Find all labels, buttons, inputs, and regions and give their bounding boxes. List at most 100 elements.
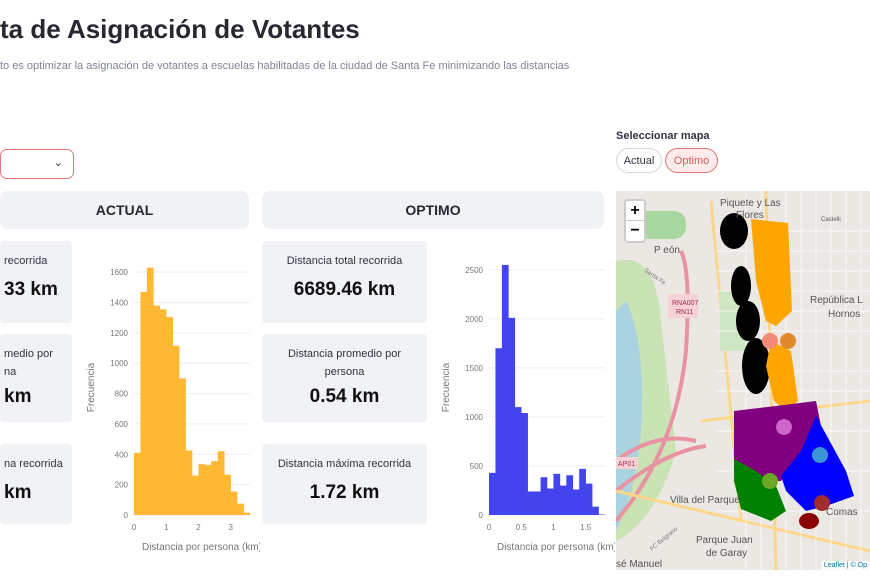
histogram-bar xyxy=(566,475,574,515)
cluster-blue xyxy=(781,416,854,511)
y-tick-label: 1000 xyxy=(110,359,128,368)
histogram-bar xyxy=(179,378,186,515)
metric-card-total: recorrida 33 km xyxy=(0,241,72,323)
histogram-bar xyxy=(140,291,148,515)
y-tick-label: 1200 xyxy=(110,329,128,338)
histogram-bar xyxy=(559,485,567,515)
histogram-bar xyxy=(198,464,206,515)
histogram-bar xyxy=(211,461,219,515)
histogram-bar xyxy=(489,472,496,515)
histogram-bar xyxy=(185,450,193,515)
zoom-out-button[interactable]: − xyxy=(630,222,640,239)
x-axis-title: Distancia por persona (km) xyxy=(142,542,260,553)
x-tick-label: 1.5 xyxy=(580,523,592,532)
cluster-orange xyxy=(751,219,798,411)
histogram-bar xyxy=(585,483,593,515)
histogram-bar xyxy=(501,264,509,515)
select-dropdown[interactable]: ⌄ xyxy=(0,149,74,179)
cluster-green xyxy=(734,459,786,521)
histogram-bar xyxy=(146,267,154,515)
metric-value: 33 km xyxy=(4,279,58,300)
cluster-black xyxy=(720,213,770,394)
zoom-in-button[interactable]: + xyxy=(626,201,644,221)
metric-value: 0.54 km xyxy=(309,386,380,407)
place-label: República L xyxy=(810,295,863,306)
y-tick-label: 2000 xyxy=(465,315,483,324)
x-axis-title: Distancia por persona (km) xyxy=(497,542,615,553)
school-marker-icons xyxy=(762,333,830,527)
metric-label: Distancia promedio por xyxy=(287,348,402,360)
section-header-actual: ACTUAL xyxy=(0,191,249,229)
histogram-bar xyxy=(237,503,244,515)
place-label: Villa del Parque xyxy=(670,495,740,506)
zoom-control: + − xyxy=(624,199,646,243)
metric-card-average: medio por na km xyxy=(0,334,72,422)
place-label: Castelli xyxy=(821,217,841,223)
histogram-bar xyxy=(540,477,548,515)
histogram-bar xyxy=(534,491,541,515)
histogram-bar xyxy=(553,473,561,515)
metric-label: medio por xyxy=(4,348,53,360)
metric-label-line2: na xyxy=(4,366,17,378)
histogram-bar xyxy=(153,305,161,515)
y-tick-label: 400 xyxy=(115,450,129,459)
map-select-label: Seleccionar mapa xyxy=(616,130,710,142)
map-option-optimo[interactable]: Optimo xyxy=(665,148,718,173)
chevron-down-icon: ⌄ xyxy=(53,157,63,169)
map-attribution[interactable]: Leaflet | © Op xyxy=(820,561,870,570)
metric-value: 6689.46 km xyxy=(293,279,396,300)
histogram-bar xyxy=(527,491,535,515)
histogram-bar xyxy=(521,413,528,515)
y-tick-label: 2500 xyxy=(465,266,483,275)
y-tick-label: 1000 xyxy=(465,413,483,422)
page-title: ta de Asignación de Votantes xyxy=(0,14,360,44)
x-tick-label: 2 xyxy=(196,523,201,532)
histogram-bar xyxy=(508,317,516,515)
x-tick-label: 1 xyxy=(164,523,169,532)
place-label: sé Manuel xyxy=(616,559,662,570)
y-tick-label: 800 xyxy=(115,390,129,399)
metric-card-average: Distancia promedio por persona 0.54 km xyxy=(262,334,427,422)
histogram-bar xyxy=(572,489,580,515)
place-label: Piquete y Las xyxy=(720,198,781,209)
cluster-purple xyxy=(734,401,821,481)
road-label: RNA007 xyxy=(672,300,699,307)
histogram-bar xyxy=(579,468,586,515)
histogram-actual: 0 200 400 600 800 1000 1200 1400 1600 0 1 2 3 Distanc… xyxy=(86,267,260,553)
map-option-actual[interactable]: Actual xyxy=(616,148,662,173)
metric-card-total: Distancia total recorrida 6689.46 km xyxy=(262,241,427,323)
histogram-bar xyxy=(243,512,251,515)
histogram-bar xyxy=(134,452,141,515)
y-axis-title: Frecuencia xyxy=(86,362,97,412)
place-label: Hornos xyxy=(828,309,860,320)
cluster-darkred xyxy=(799,513,819,529)
section-header-optimo: OPTIMO xyxy=(262,191,604,229)
metric-label: na recorrida xyxy=(4,458,63,470)
y-tick-label: 1600 xyxy=(110,268,128,277)
histogram-bar xyxy=(192,475,199,515)
metric-card-max: na recorrida km xyxy=(0,444,72,524)
histogram-optimo: 0 500 1000 1500 2000 2500 0 0.5 1 1.5 Distancia po… xyxy=(441,264,615,553)
metric-value: 1.72 km xyxy=(309,482,380,503)
page-subtitle: to es optimizar la asignación de votante… xyxy=(0,60,570,72)
y-tick-label: 600 xyxy=(115,420,129,429)
y-tick-label: 0 xyxy=(479,511,484,520)
y-tick-label: 1400 xyxy=(110,299,128,308)
metric-label-line2: persona xyxy=(324,366,365,378)
histogram-bar xyxy=(166,316,173,515)
histogram-bar xyxy=(172,345,180,515)
y-tick-label: 200 xyxy=(115,481,129,490)
map-tiles: Piquete y Las Flores P eón Castelli Sant… xyxy=(616,191,870,570)
place-label: P eón xyxy=(654,245,680,256)
place-label: Comas xyxy=(826,507,858,518)
metric-value: km xyxy=(4,386,32,407)
histogram-bar xyxy=(217,451,225,515)
place-label: Parque Juan xyxy=(696,535,753,546)
x-tick-label: 0 xyxy=(487,523,492,532)
histogram-bar xyxy=(204,464,212,515)
x-tick-label: 1 xyxy=(551,523,556,532)
histogram-bar xyxy=(592,506,599,515)
road-label: AP01 xyxy=(618,461,635,468)
leaflet-map[interactable]: Piquete y Las Flores P eón Castelli Sant… xyxy=(616,191,870,570)
place-label: de Garay xyxy=(706,548,747,559)
